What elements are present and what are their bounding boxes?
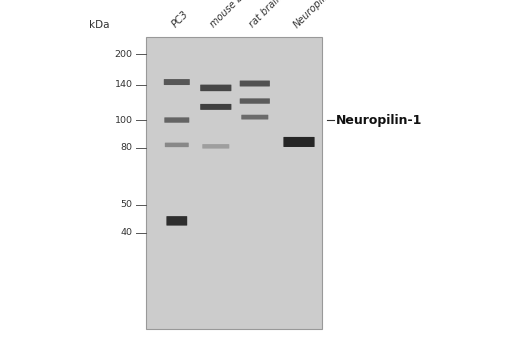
Text: 80: 80 [121, 143, 133, 152]
Text: 40: 40 [121, 228, 133, 237]
Text: Neuropilin-1: Neuropilin-1 [335, 113, 422, 127]
Text: mouse brain: mouse brain [209, 0, 259, 30]
FancyBboxPatch shape [202, 144, 229, 149]
Bar [146, 37, 322, 329]
FancyBboxPatch shape [164, 79, 190, 85]
Text: Neuropilin-1: Neuropilin-1 [292, 0, 341, 30]
Text: kDa: kDa [88, 20, 109, 30]
FancyBboxPatch shape [283, 137, 315, 147]
Text: rat brain: rat brain [248, 0, 284, 30]
Text: 100: 100 [114, 116, 133, 125]
FancyBboxPatch shape [166, 216, 187, 226]
FancyBboxPatch shape [240, 80, 270, 86]
FancyBboxPatch shape [165, 143, 189, 147]
FancyBboxPatch shape [200, 85, 231, 91]
FancyBboxPatch shape [241, 115, 268, 119]
FancyBboxPatch shape [164, 117, 189, 123]
Text: 200: 200 [114, 50, 133, 59]
Text: 140: 140 [114, 80, 133, 90]
FancyBboxPatch shape [200, 104, 231, 110]
FancyBboxPatch shape [240, 98, 270, 104]
Text: PC3: PC3 [170, 9, 190, 30]
Text: 50: 50 [121, 200, 133, 209]
